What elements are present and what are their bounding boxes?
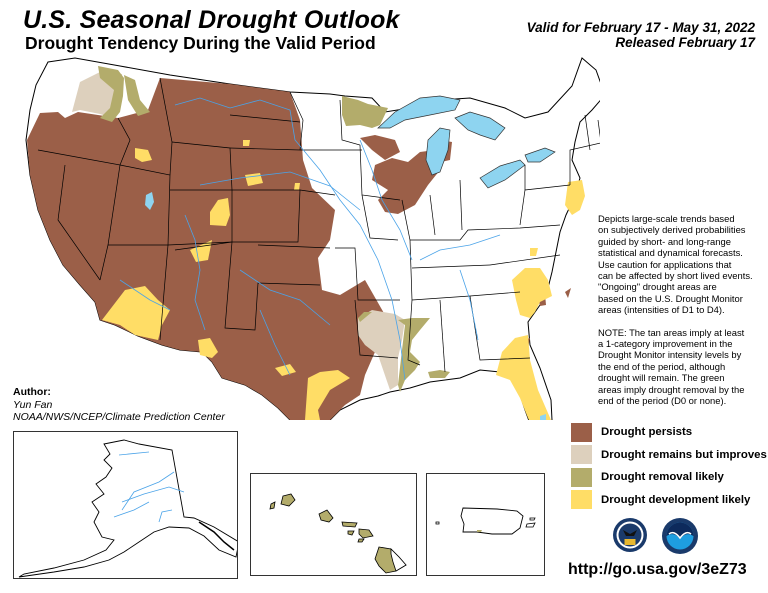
note-line: end of the period (D0 or none). (598, 395, 727, 407)
legend-item-drought-development: Drought development likely (571, 489, 767, 512)
legend-label: Drought removal likely (601, 471, 724, 484)
map-note: Depicts large-scale trends based on subj… (598, 213, 753, 407)
map-title: U.S. Seasonal Drought Outlook (23, 6, 400, 34)
region-drought-removal-south (358, 312, 450, 392)
note-line: on subjectively derived probabilities (598, 224, 746, 236)
agency-logos (612, 517, 699, 555)
release-date: Released February 17 (615, 35, 755, 50)
alaska-panhandle (198, 521, 235, 551)
alaska-map (18, 439, 240, 578)
region-drought-development (102, 140, 585, 420)
legend-item-drought-improves: Drought remains but improves (571, 444, 767, 467)
note-line: statistical and dynamical forecasts. (598, 247, 743, 259)
rivers (119, 97, 501, 381)
puerto-rico-map (435, 507, 536, 535)
lake-okeechobee (540, 414, 546, 420)
pr-culebra (529, 517, 536, 521)
conus-map (25, 57, 600, 420)
puerto-rico-inset (426, 473, 545, 576)
note-line: a 1-category improvement in the (598, 338, 733, 350)
pr-mona (435, 521, 440, 525)
note-line: Drought Monitor intensity levels by (598, 349, 742, 361)
pr-vieques (525, 522, 536, 528)
alaska-rivers (113, 451, 185, 523)
island-molokai (341, 521, 358, 528)
island-lanai (347, 530, 355, 536)
legend-item-drought-persists: Drought persists (571, 421, 767, 444)
author-block: Author: Yun Fan NOAA/NWS/NCEP/Climate Pr… (13, 386, 225, 424)
note-line: Depicts large-scale trends based (598, 213, 735, 224)
pr-removal-patch (477, 530, 482, 532)
note-line: can be affected by short lived events. (598, 270, 753, 282)
island-kahoolawe (357, 538, 365, 543)
legend-swatch (571, 467, 592, 487)
map-subtitle: Drought Tendency During the Valid Period (25, 33, 376, 53)
author-organization: NOAA/NWS/NCEP/Climate Prediction Center (13, 411, 225, 423)
island-kauai (280, 493, 296, 507)
region-drought-improves-south (358, 310, 405, 390)
state-borders (37, 77, 600, 373)
doc-seal-icon (613, 518, 647, 552)
island-oahu (318, 509, 334, 523)
legend-label: Drought development likely (601, 493, 751, 506)
big-island-no-drought (390, 548, 407, 572)
hawaii-map (269, 493, 407, 574)
legend-label: Drought remains but improves (601, 448, 767, 461)
note-line: "Ongoing" drought areas are (598, 281, 717, 293)
region-drought-removal-mn (342, 96, 388, 128)
note-line: guided by short- and long-range (598, 235, 731, 247)
alaska-outline (18, 439, 240, 578)
noaa-logo-icon (662, 518, 698, 554)
alaska-inset (13, 431, 240, 579)
note-line: areas imply drought removal by the (598, 383, 745, 395)
hawaii-inset (250, 473, 417, 576)
note-line: the end of the period, although (598, 360, 726, 372)
hawaii-islands (269, 493, 407, 574)
note-line: areas (intensities of D1 to D4). (598, 304, 725, 316)
island-niihau (269, 501, 276, 510)
note-line: Use caution for applications that (598, 258, 732, 270)
legend-label: Drought persists (601, 426, 693, 439)
note-line: based on the U.S. Drought Monitor (598, 292, 743, 304)
island-maui (358, 528, 374, 539)
legend-swatch (571, 490, 592, 510)
region-drought-removal-pnw (98, 66, 150, 122)
note-line: NOTE: The tan areas imply at least (598, 326, 745, 338)
author-name: Yun Fan (13, 398, 53, 411)
info-url-link[interactable]: http://go.usa.gov/3eZ73 (568, 561, 747, 578)
author-label: Author: (13, 386, 51, 398)
great-salt-lake (145, 192, 154, 210)
great-lakes (377, 95, 556, 189)
puerto-rico-outline (460, 507, 524, 535)
legend-swatch (571, 445, 592, 465)
legend-item-drought-removal: Drought removal likely (571, 466, 767, 489)
legend: Drought persists Drought remains but imp… (571, 421, 767, 511)
legend-swatch (571, 422, 592, 442)
valid-period: Valid for February 17 - May 31, 2022 (526, 20, 755, 35)
note-line: drought will remain. The green (598, 372, 725, 384)
valid-period-block: Valid for February 17 - May 31, 2022 Rel… (527, 20, 755, 50)
